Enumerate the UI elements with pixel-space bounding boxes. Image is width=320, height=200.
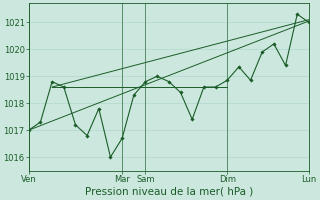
X-axis label: Pression niveau de la mer( hPa ): Pression niveau de la mer( hPa ) (85, 187, 253, 197)
